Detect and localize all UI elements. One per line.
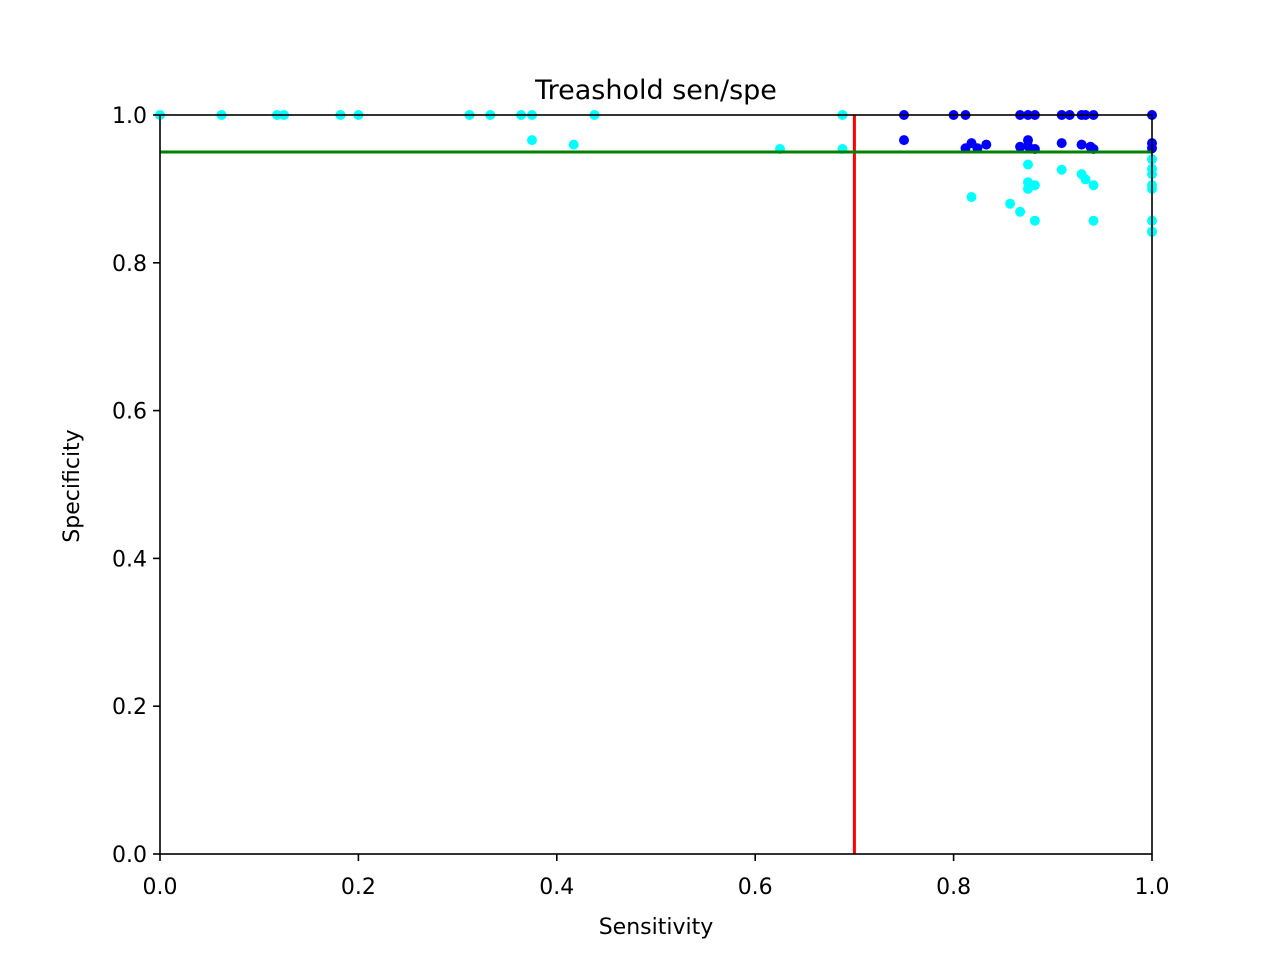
y-tick-label: 0.8 [112, 252, 147, 277]
data-point [1005, 198, 1016, 209]
plot-area [155, 110, 1157, 855]
y-tick-label: 0.6 [112, 400, 147, 425]
x-tick-label: 1.0 [1135, 875, 1170, 900]
reference-lines [160, 115, 1152, 854]
data-point [899, 135, 909, 146]
data-point [1056, 164, 1067, 175]
data-point [1056, 138, 1067, 149]
x-tick-label: 0.6 [738, 875, 773, 900]
x-tick-label: 0.2 [341, 875, 376, 900]
y-axis: 0.0 0.2 0.4 0.6 0.8 1.0 [112, 104, 160, 868]
data-point [1088, 180, 1099, 191]
y-axis-label: Specificity [60, 429, 85, 542]
data-point [1088, 215, 1099, 226]
data-point [1029, 215, 1040, 226]
data-point [981, 139, 992, 150]
data-point [966, 192, 977, 202]
data-point [1076, 139, 1087, 150]
data-point [568, 139, 579, 150]
data-point [1080, 174, 1091, 185]
data-point [1015, 206, 1026, 217]
x-axis-label: Sensitivity [599, 915, 714, 940]
x-tick-label: 0.8 [936, 875, 971, 900]
x-tick-label: 0.0 [143, 875, 178, 900]
data-point [1023, 159, 1033, 170]
chart-title: Treashold sen/spe [534, 75, 777, 106]
data-point [527, 135, 537, 146]
x-axis: 0.0 0.2 0.4 0.6 0.8 1.0 [143, 854, 1170, 900]
y-tick-label: 0.4 [112, 547, 147, 572]
y-tick-label: 0.2 [112, 695, 147, 720]
data-point [1015, 141, 1026, 152]
axes-frame [159, 114, 1153, 855]
x-tick-label: 0.4 [539, 875, 574, 900]
y-tick-label: 0.0 [112, 843, 147, 868]
data-point [1029, 180, 1040, 191]
y-tick-label: 1.0 [112, 104, 147, 129]
